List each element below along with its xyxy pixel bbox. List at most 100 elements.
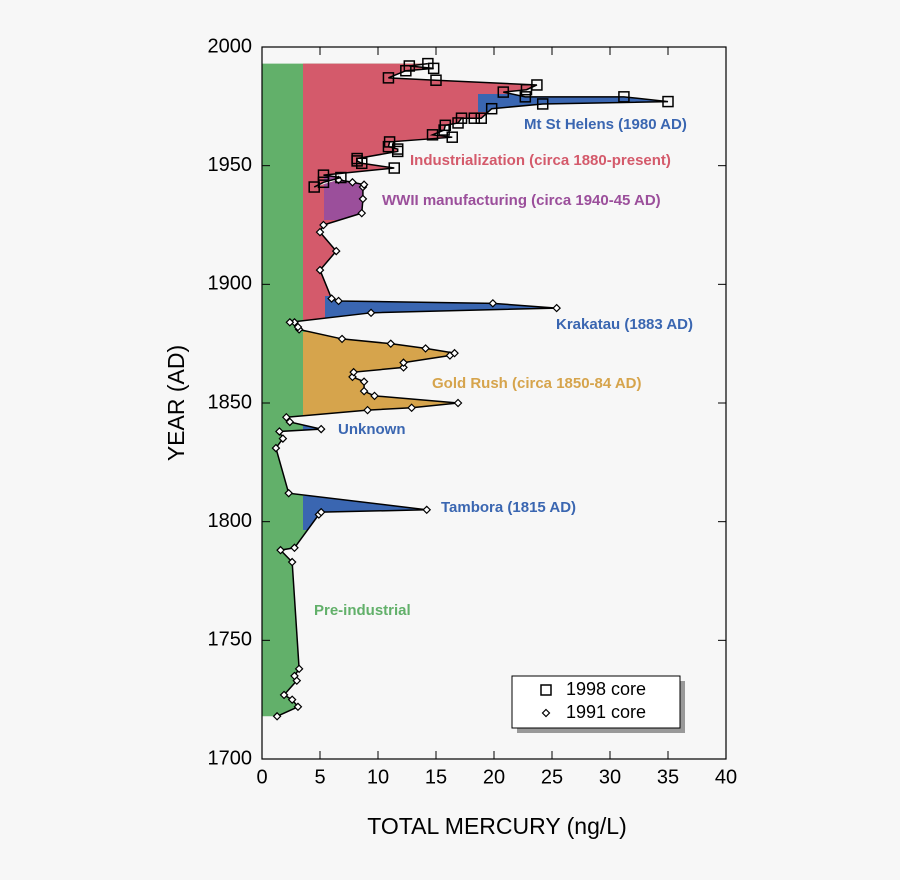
x-tick-label: 40 [715, 766, 737, 788]
diamond-marker [450, 348, 459, 358]
x-tick-label: 5 [314, 766, 325, 788]
square-marker [446, 131, 458, 143]
square-marker [335, 171, 347, 184]
diamond-marker [541, 708, 551, 718]
legend-label: 1991 core [566, 702, 646, 722]
y-tick-label: 1850 [208, 391, 253, 413]
annotation: Tambora (1815 AD) [441, 499, 576, 516]
square-marker [426, 129, 439, 141]
diamond-marker [337, 334, 347, 344]
diamond-marker [422, 505, 432, 515]
diamond-marker [359, 377, 369, 386]
shaded-area [324, 176, 365, 220]
square-marker [439, 119, 452, 132]
y-tick-label: 1900 [208, 273, 253, 295]
square-marker [455, 112, 468, 124]
shaded-areas [262, 63, 668, 717]
axes: 0 5 10 15 20 25 30 35 40 1700 1750 1800 1850 1900 1950… [208, 35, 738, 788]
square-marker [497, 86, 510, 98]
diamond-marker [357, 208, 367, 218]
square-marker [422, 57, 434, 70]
square-marker [403, 60, 416, 72]
legend-items: 1998 core 1991 core [540, 679, 646, 722]
y-tick-label: 1700 [208, 747, 253, 769]
diamond-marker [287, 557, 297, 567]
diamond-marker [348, 372, 357, 382]
square-marker [468, 112, 481, 124]
diamond-marker [331, 246, 341, 256]
square-marker [540, 684, 552, 696]
diamond-marker [552, 303, 561, 313]
square-marker [618, 91, 630, 103]
profile-line [313, 62, 669, 188]
square-marker [531, 79, 543, 91]
diamond-marker [319, 220, 328, 230]
diamond-marker [453, 398, 463, 408]
x-axis-label: TOTAL MERCURY (ng/L) [367, 813, 626, 839]
square-marker [519, 91, 532, 103]
square-marker [662, 95, 674, 108]
x-tick-label: 20 [483, 766, 505, 788]
diamond-marker [349, 367, 358, 377]
profiles [271, 57, 674, 721]
annotation: Gold Rush (circa 1850-84 AD) [432, 375, 642, 392]
annotation: Unknown [338, 421, 406, 438]
diamond-marker [366, 308, 376, 318]
diamond-marker [370, 391, 379, 401]
diamond-marker [290, 671, 299, 681]
square-marker [317, 176, 330, 189]
diamond-marker [278, 434, 288, 443]
annotation: Krakatau (1883 AD) [556, 316, 693, 333]
diamond-marker [282, 412, 291, 422]
x-tick-label: 35 [657, 766, 679, 788]
square-marker [388, 162, 400, 174]
diamond-marker [279, 690, 289, 700]
diamond-marker [421, 344, 430, 353]
diamond-marker [348, 177, 357, 187]
diamond-marker [290, 543, 299, 553]
diamond-marker [316, 424, 326, 434]
diamond-marker [294, 664, 304, 674]
y-tick-label: 1800 [208, 510, 253, 532]
shaded-area [303, 496, 427, 530]
annotation: Mt St Helens (1980 AD) [524, 116, 687, 133]
shaded-area [303, 63, 668, 320]
square-marker [475, 112, 487, 124]
diamond-marker [287, 695, 297, 705]
diamond-marker [488, 298, 498, 308]
y-tick-label: 2000 [208, 35, 253, 57]
square-marker [317, 169, 330, 181]
diamond-marker [285, 417, 295, 427]
diamond-marker [316, 507, 326, 517]
diamond-marker [399, 363, 408, 372]
square-marker [536, 98, 549, 110]
legend-label: 1998 core [566, 679, 646, 699]
diamond-marker [284, 488, 294, 498]
shaded-area [325, 296, 557, 322]
diamond-marker [359, 180, 369, 190]
annotation: Industrialization (circa 1880-present) [410, 152, 671, 169]
diamond-marker [334, 296, 343, 306]
diamond-marker [386, 339, 396, 349]
diamond-marker [293, 702, 303, 712]
shaded-area [303, 420, 322, 436]
square-marker [382, 72, 395, 84]
diamond-marker [359, 386, 369, 396]
square-marker [351, 152, 363, 165]
square-marker [485, 102, 498, 115]
diamond-marker [275, 427, 284, 436]
square-marker [383, 136, 396, 148]
diamond-marker [315, 265, 325, 275]
annotation: Pre-industrial [314, 602, 411, 619]
diamond-marker [276, 545, 285, 555]
x-tick-label: 15 [425, 766, 447, 788]
y-tick-label: 1750 [208, 629, 253, 651]
square-marker [430, 74, 442, 86]
legend [511, 675, 681, 729]
diamond-marker [358, 194, 368, 204]
diamond-marker [327, 294, 336, 303]
x-tick-label: 0 [256, 766, 267, 788]
y-tick-label: 1950 [208, 154, 253, 176]
